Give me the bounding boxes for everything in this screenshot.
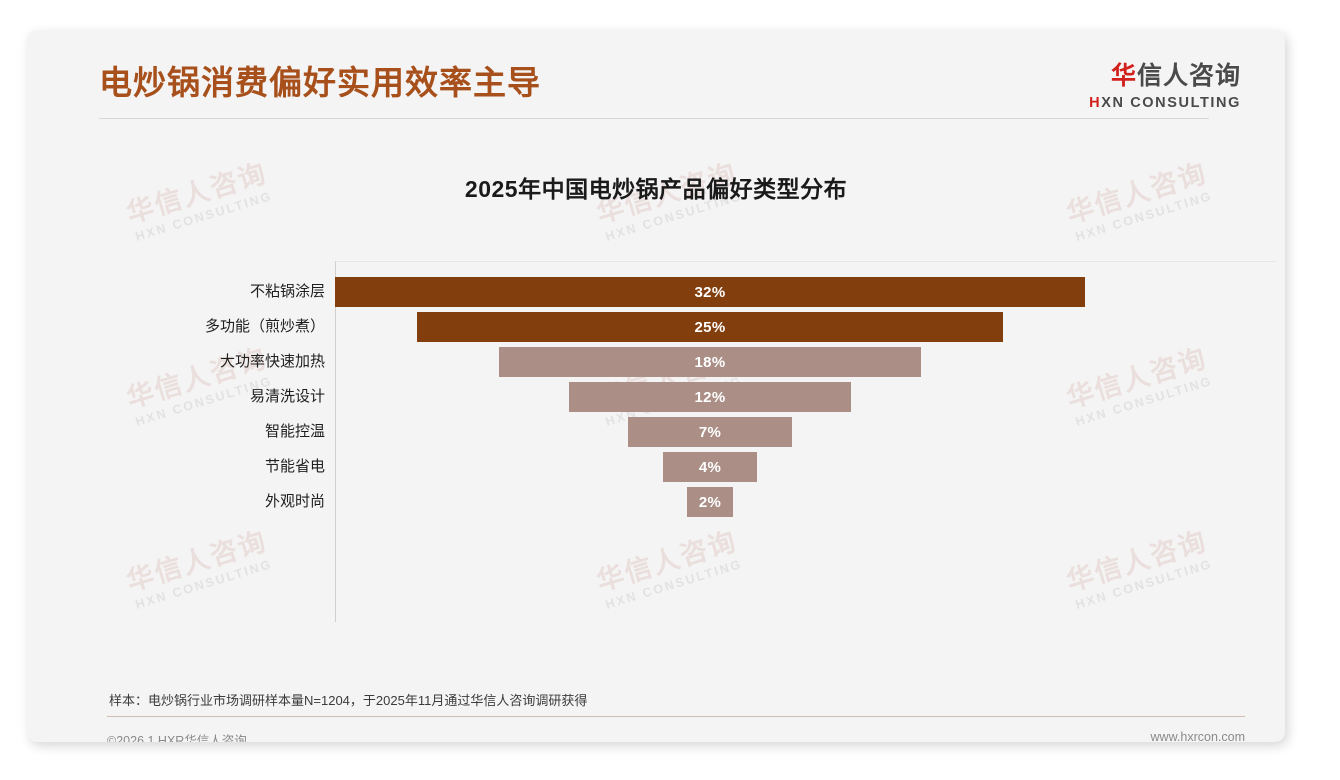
category-label: 多功能（煎炒煮）: [204, 318, 325, 335]
funnel-bar: 18%: [499, 347, 921, 377]
category-label: 智能控温: [264, 423, 325, 440]
chart-row: 易清洗设计 12%: [27, 379, 1285, 414]
chart-row: 不粘锅涂层 32%: [27, 274, 1285, 309]
footer-divider: [107, 716, 1245, 717]
logo-english: HXN CONSULTING: [1089, 96, 1241, 111]
chart-row: 外观时尚 2%: [27, 484, 1285, 519]
funnel-bar: 12%: [569, 382, 851, 412]
funnel-bar: 7%: [627, 417, 793, 447]
bar-value-label: 18%: [694, 353, 726, 371]
logo-cn-accent: 华: [1110, 62, 1137, 90]
slide-card: 华信人咨询 HXN CONSULTING 华信人咨询 HXN CONSULTIN…: [27, 30, 1285, 742]
chart-row: 大功率快速加热 18%: [27, 344, 1285, 379]
bar-value-label: 4%: [698, 458, 722, 476]
category-label: 易清洗设计: [249, 388, 325, 405]
funnel-bar: 2%: [686, 487, 734, 517]
category-label: 外观时尚: [264, 493, 325, 510]
bar-value-label: 7%: [698, 423, 722, 441]
chart-row: 智能控温 7%: [27, 414, 1285, 449]
footer-copyright: ©2026.1 HXR华信人咨询: [107, 734, 247, 742]
bar-value-label: 12%: [694, 388, 726, 406]
footer-website: www.hxrcon.com: [1150, 730, 1245, 742]
funnel-bar: 25%: [417, 312, 1003, 342]
funnel-chart: 不粘锅涂层 32% 多功能（煎炒煮） 25% 大功率快速加热 18% 易清洗设计 12% 智能控…: [27, 258, 1285, 658]
bar-value-label: 25%: [694, 318, 726, 336]
chart-row: 多功能（煎炒煮） 25%: [27, 309, 1285, 344]
title-divider: [99, 118, 1209, 119]
category-label: 节能省电: [264, 458, 325, 475]
chart-rows: 不粘锅涂层 32% 多功能（煎炒煮） 25% 大功率快速加热 18% 易清洗设计 12% 智能控…: [27, 274, 1285, 519]
category-label: 大功率快速加热: [219, 353, 325, 370]
bar-value-label: 2%: [698, 493, 722, 511]
brand-logo: 华信人咨询 HXN CONSULTING: [1089, 64, 1241, 111]
chart-title: 2025年中国电炒锅产品偏好类型分布: [464, 176, 848, 202]
chart-row: 节能省电 4%: [27, 449, 1285, 484]
logo-en-rest: XN CONSULTING: [1101, 95, 1241, 111]
chart-top-gridline: [336, 261, 1276, 262]
logo-en-accent: H: [1089, 95, 1102, 111]
category-label: 不粘锅涂层: [249, 283, 325, 300]
logo-chinese: 华信人咨询: [1089, 64, 1241, 89]
slide-footer: ©2026.1 HXR华信人咨询 www.hxrcon.com: [27, 722, 1285, 742]
sample-note: 样本：电炒锅行业市场调研样本量N=1204，于2025年11月通过华信人咨询调研…: [109, 693, 588, 708]
bar-value-label: 32%: [694, 283, 726, 301]
logo-cn-rest: 信人咨询: [1136, 62, 1241, 90]
funnel-bar: 32%: [335, 277, 1085, 307]
funnel-bar: 4%: [663, 452, 757, 482]
page-title: 电炒锅消费偏好实用效率主导: [99, 64, 541, 101]
chart-y-axis: [335, 261, 336, 622]
slide-header: 电炒锅消费偏好实用效率主导 华信人咨询 HXN CONSULTING: [27, 30, 1285, 122]
